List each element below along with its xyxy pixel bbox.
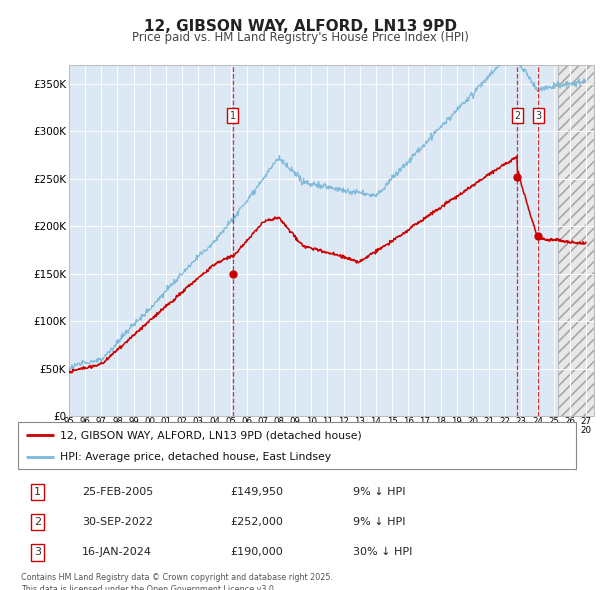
Text: 12, GIBSON WAY, ALFORD, LN13 9PD: 12, GIBSON WAY, ALFORD, LN13 9PD xyxy=(143,19,457,34)
FancyBboxPatch shape xyxy=(18,422,576,469)
Text: 9% ↓ HPI: 9% ↓ HPI xyxy=(353,487,406,497)
Text: 30% ↓ HPI: 30% ↓ HPI xyxy=(353,548,412,558)
Text: HPI: Average price, detached house, East Lindsey: HPI: Average price, detached house, East… xyxy=(60,453,331,462)
Text: 16-JAN-2024: 16-JAN-2024 xyxy=(82,548,152,558)
Text: 1: 1 xyxy=(34,487,41,497)
Text: 2: 2 xyxy=(514,111,520,121)
Text: Contains HM Land Registry data © Crown copyright and database right 2025.
This d: Contains HM Land Registry data © Crown c… xyxy=(21,573,333,590)
Text: 12, GIBSON WAY, ALFORD, LN13 9PD (detached house): 12, GIBSON WAY, ALFORD, LN13 9PD (detach… xyxy=(60,430,362,440)
Text: 25-FEB-2005: 25-FEB-2005 xyxy=(82,487,154,497)
Text: £252,000: £252,000 xyxy=(230,517,283,527)
Bar xyxy=(559,65,594,416)
Text: 9% ↓ HPI: 9% ↓ HPI xyxy=(353,517,406,527)
Bar xyxy=(559,65,594,416)
Text: 3: 3 xyxy=(34,548,41,558)
Text: £149,950: £149,950 xyxy=(230,487,283,497)
Text: 30-SEP-2022: 30-SEP-2022 xyxy=(82,517,153,527)
Text: 2: 2 xyxy=(34,517,41,527)
Text: 1: 1 xyxy=(230,111,236,121)
Text: £190,000: £190,000 xyxy=(230,548,283,558)
Text: Price paid vs. HM Land Registry's House Price Index (HPI): Price paid vs. HM Land Registry's House … xyxy=(131,31,469,44)
Text: 3: 3 xyxy=(535,111,541,121)
